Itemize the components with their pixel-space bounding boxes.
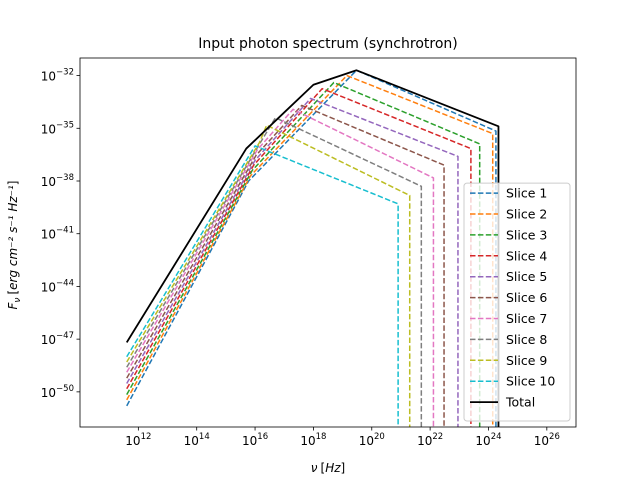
series-line-7 xyxy=(126,108,435,427)
y-tick-exponent: −47 xyxy=(56,331,74,341)
x-tick-base: 10 xyxy=(184,434,199,448)
y-tick-label: 10−47 xyxy=(41,331,74,347)
legend-label: Slice 2 xyxy=(506,207,547,222)
x-tick-exponent: 20 xyxy=(374,432,385,442)
y-tick-base: 10 xyxy=(41,70,56,84)
x-tick-base: 10 xyxy=(534,434,549,448)
legend-label: Total xyxy=(505,395,535,410)
y-axis-label-symbol: F xyxy=(6,301,20,309)
x-tick-label: 1024 xyxy=(475,432,501,448)
x-tick-exponent: 22 xyxy=(432,432,443,442)
legend-label: Slice 7 xyxy=(506,311,547,326)
series-line-8 xyxy=(126,116,423,427)
y-tick-exponent: −38 xyxy=(56,173,74,183)
y-tick-exponent: −50 xyxy=(56,384,74,394)
x-tick-label: 1014 xyxy=(184,432,210,448)
legend-label: Slice 8 xyxy=(506,332,547,347)
y-tick-exponent: −41 xyxy=(56,226,74,236)
y-tick-exponent: −35 xyxy=(56,120,74,130)
x-axis-label-unit: Hz xyxy=(325,461,341,475)
y-tick-label: 10−41 xyxy=(41,226,74,242)
y-tick-label: 10−44 xyxy=(41,278,74,294)
x-tick-label: 1020 xyxy=(359,432,385,448)
x-tick-label: 1026 xyxy=(534,432,560,448)
y-tick-base: 10 xyxy=(41,333,56,347)
x-axis: 1012 1014 1016 1018 1020 1022 1024 1026 xyxy=(125,427,560,448)
x-tick-exponent: 26 xyxy=(549,432,560,442)
legend-label: Slice 9 xyxy=(506,353,547,368)
x-tick-label: 1022 xyxy=(417,432,443,448)
y-tick-base: 10 xyxy=(41,280,56,294)
y-tick-exponent: −44 xyxy=(56,278,74,288)
series-line-11 xyxy=(125,69,500,427)
y-tick-label: 10−38 xyxy=(41,173,74,189)
series-line-10 xyxy=(126,145,399,427)
x-tick-exponent: 24 xyxy=(491,432,502,442)
x-tick-base: 10 xyxy=(242,434,257,448)
y-axis-label-unit: erg cm⁻² s⁻¹ Hz⁻¹ xyxy=(6,185,20,290)
legend-label: Slice 6 xyxy=(506,290,547,305)
y-tick-exponent: −32 xyxy=(56,68,74,78)
x-tick-base: 10 xyxy=(359,434,374,448)
y-tick-base: 10 xyxy=(41,386,56,400)
x-tick-label: 1016 xyxy=(242,432,268,448)
y-tick-base: 10 xyxy=(41,122,56,136)
x-tick-exponent: 18 xyxy=(316,432,327,442)
x-axis-label: ν [Hz] xyxy=(311,461,345,475)
y-tick-base: 10 xyxy=(41,175,56,189)
chart-title: Input photon spectrum (synchrotron) xyxy=(198,36,457,52)
y-axis-label-sub: ν xyxy=(13,298,23,303)
legend: Slice 1 Slice 2 Slice 3 Slice 4 Slice 5 Slice… xyxy=(463,182,571,422)
series-line-9 xyxy=(126,124,411,427)
y-tick-label: 10−50 xyxy=(41,384,74,400)
legend-label: Slice 1 xyxy=(506,186,547,201)
x-tick-exponent: 16 xyxy=(257,432,268,442)
legend-label: Slice 3 xyxy=(506,227,547,242)
x-tick-exponent: 14 xyxy=(199,432,210,442)
y-tick-base: 10 xyxy=(41,228,56,242)
legend-label: Slice 10 xyxy=(506,374,555,389)
x-tick-label: 1012 xyxy=(125,432,151,448)
x-tick-base: 10 xyxy=(125,434,140,448)
x-axis-label-symbol: ν xyxy=(311,461,318,475)
legend-label: Slice 4 xyxy=(506,248,547,263)
y-tick-label: 10−32 xyxy=(41,68,74,84)
series-line-6 xyxy=(126,104,445,427)
x-tick-base: 10 xyxy=(417,434,432,448)
legend-label: Slice 5 xyxy=(506,269,547,284)
plot-frame xyxy=(79,57,577,428)
x-tick-base: 10 xyxy=(300,434,315,448)
x-tick-base: 10 xyxy=(475,434,490,448)
x-tick-exponent: 12 xyxy=(141,432,152,442)
x-tick-label: 1018 xyxy=(300,432,326,448)
y-tick-label: 10−35 xyxy=(41,120,74,136)
y-axis-label: Fν[erg cm⁻² s⁻¹ Hz⁻¹] xyxy=(6,181,23,310)
series-line-5 xyxy=(126,97,459,427)
legend-box xyxy=(463,182,571,422)
